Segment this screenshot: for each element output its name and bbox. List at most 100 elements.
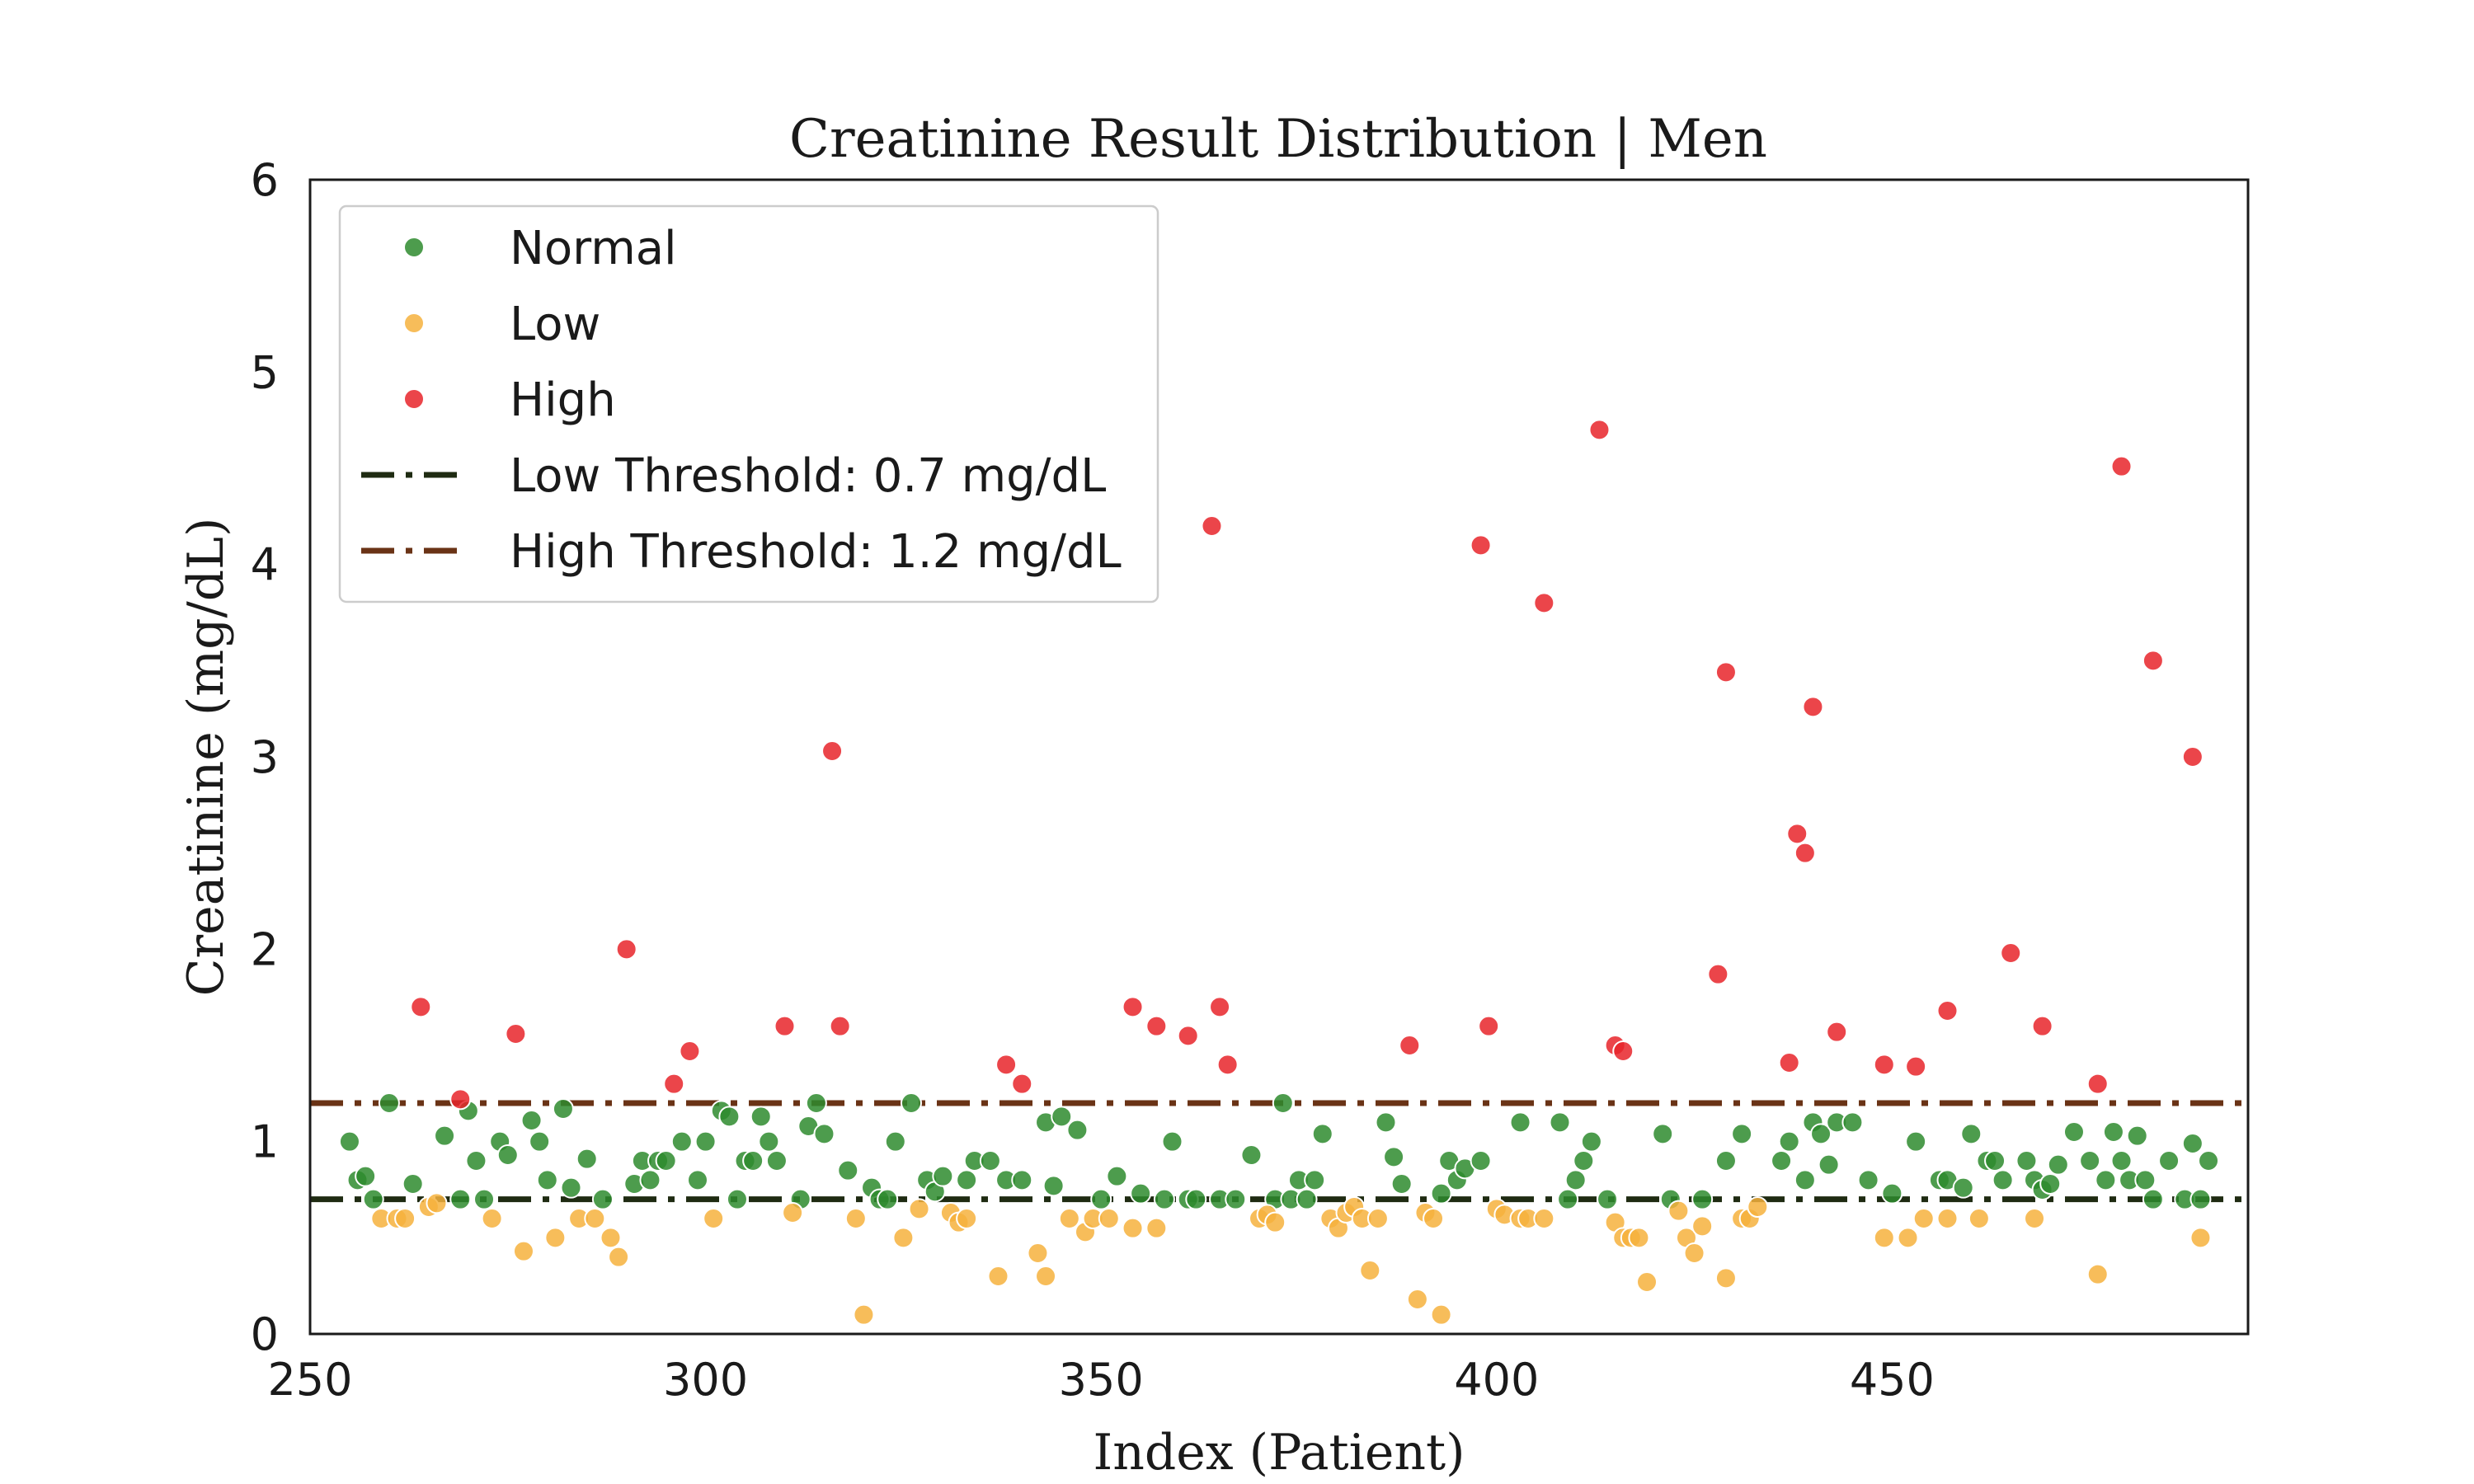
point-high (995, 1054, 1018, 1076)
y-tick-label: 0 (251, 1308, 279, 1360)
point-normal (639, 1169, 661, 1191)
point-normal (2039, 1173, 2062, 1195)
point-low (1683, 1242, 1705, 1264)
point-normal (1390, 1173, 1413, 1195)
point-normal (765, 1150, 788, 1172)
point-low (1264, 1211, 1286, 1233)
point-low (600, 1227, 622, 1249)
y-tick-label: 3 (251, 731, 279, 783)
chart-title: Creatinine Result Distribution | Men (789, 109, 1767, 170)
legend-label-threshold-0: Low Threshold: 0.7 mg/dL (510, 449, 1106, 503)
point-low (1359, 1260, 1381, 1281)
y-tick-label: 4 (251, 539, 279, 591)
point-high (1588, 419, 1611, 441)
point-low (987, 1266, 1009, 1287)
point-low (584, 1208, 606, 1229)
y-axis-label: Creatinine (mg/dL) (177, 518, 235, 997)
point-low (1747, 1196, 1769, 1218)
point-low (481, 1208, 503, 1229)
point-high (1794, 842, 1816, 864)
point-high (2000, 942, 2022, 964)
point-normal (900, 1092, 922, 1114)
point-normal (449, 1188, 472, 1210)
y-tick-label: 6 (251, 154, 279, 206)
point-high (1707, 963, 1729, 985)
point-low (1366, 1208, 1389, 1229)
point-low (1145, 1217, 1168, 1239)
legend: Normal Low High Low Threshold: 0.7 mg/dL Hig… (338, 204, 1159, 603)
point-high (1478, 1015, 1500, 1037)
point-high (2181, 746, 2204, 768)
point-low (1533, 1208, 1555, 1229)
point-normal (884, 1130, 906, 1153)
point-high (2110, 455, 2133, 477)
point-normal (378, 1092, 400, 1114)
point-low (1035, 1266, 1057, 1287)
point-normal (520, 1110, 543, 1131)
point-high (2031, 1015, 2053, 1037)
point-normal (805, 1092, 827, 1114)
point-normal (2102, 1121, 2124, 1143)
point-normal (932, 1165, 954, 1187)
point-low (1936, 1208, 1959, 1229)
point-high (1802, 696, 1824, 718)
legend-marker-high (403, 388, 425, 410)
x-axis-ticks: 250 300 350 400 450 (267, 1354, 1934, 1406)
point-normal (1042, 1175, 1065, 1197)
point-normal (694, 1130, 717, 1153)
point-high (1873, 1054, 1895, 1076)
point-high (1778, 1052, 1800, 1073)
point-normal (1881, 1182, 1903, 1205)
point-low (1636, 1271, 1658, 1293)
point-normal (1714, 1150, 1737, 1172)
point-normal (813, 1123, 835, 1145)
point-normal (837, 1159, 859, 1181)
y-tick-label: 2 (251, 923, 279, 975)
point-normal (750, 1106, 772, 1128)
y-tick-label: 5 (251, 346, 279, 398)
point-normal (1066, 1119, 1089, 1141)
point-normal (1106, 1165, 1128, 1187)
point-normal (1375, 1111, 1397, 1134)
point-normal (529, 1130, 551, 1153)
point-normal (2095, 1169, 2117, 1191)
point-normal (1573, 1150, 1595, 1172)
point-high (1209, 996, 1231, 1018)
point-normal (1430, 1182, 1452, 1205)
point-low (426, 1192, 448, 1214)
point-low (1873, 1227, 1895, 1249)
point-normal (1304, 1169, 1326, 1191)
point-normal (2158, 1150, 2180, 1172)
point-normal (1383, 1146, 1405, 1168)
point-normal (1272, 1092, 1294, 1114)
point-low (844, 1208, 867, 1229)
point-normal (362, 1188, 384, 1210)
point-low (703, 1208, 725, 1229)
x-tick-label: 450 (1850, 1354, 1935, 1406)
point-low (1628, 1227, 1650, 1249)
point-low (1098, 1208, 1120, 1229)
legend-label-normal: Normal (510, 222, 677, 275)
point-low (1691, 1215, 1714, 1237)
point-low (2189, 1227, 2212, 1249)
point-normal (687, 1169, 708, 1191)
point-normal (2181, 1133, 2204, 1154)
point-normal (591, 1188, 614, 1210)
point-normal (1130, 1182, 1152, 1205)
x-axis-label: Index (Patient) (1094, 1424, 1465, 1482)
point-normal (956, 1169, 978, 1191)
point-normal (1810, 1123, 1832, 1145)
point-high (1011, 1073, 1033, 1095)
point-high (1145, 1015, 1168, 1037)
point-normal (1153, 1188, 1175, 1210)
point-normal (2015, 1150, 2038, 1172)
x-tick-label: 250 (267, 1354, 352, 1406)
point-normal (877, 1188, 899, 1210)
point-high (2142, 650, 2164, 672)
point-normal (718, 1106, 741, 1128)
point-normal (1090, 1188, 1112, 1210)
point-normal (670, 1130, 693, 1153)
x-tick-label: 300 (663, 1354, 748, 1406)
point-normal (2126, 1125, 2148, 1147)
point-normal (2047, 1153, 2069, 1176)
